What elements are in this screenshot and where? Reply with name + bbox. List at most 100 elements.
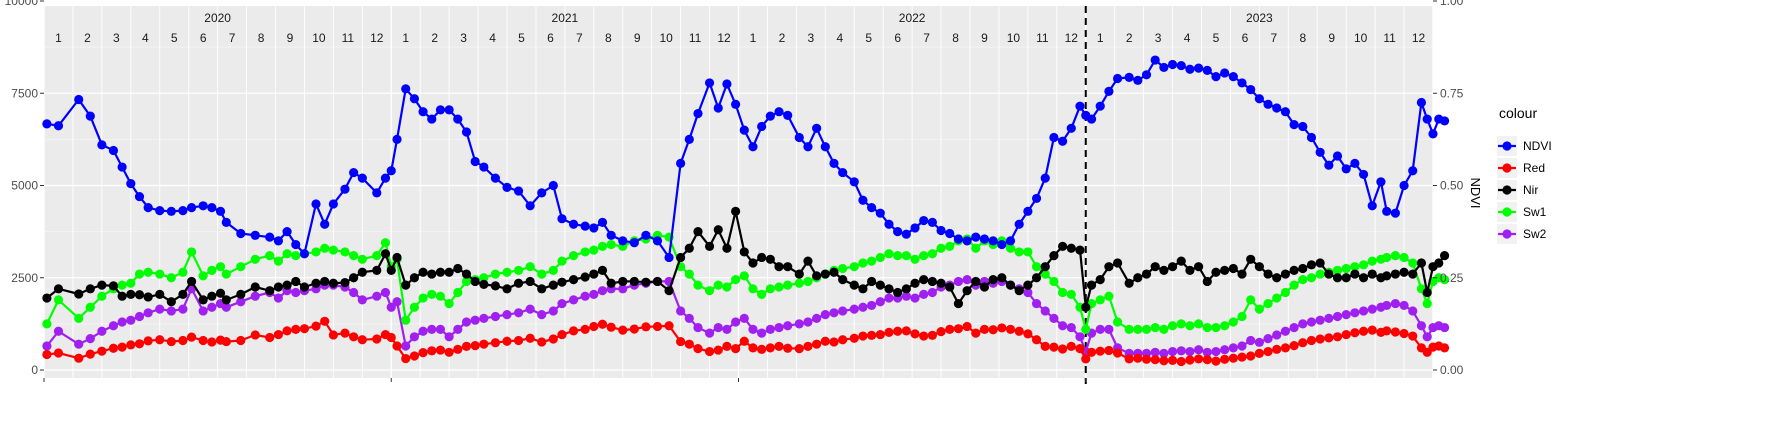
data-point: [765, 111, 775, 121]
data-point: [1272, 103, 1282, 113]
data-point: [684, 269, 694, 279]
data-point: [731, 317, 741, 327]
data-point: [1066, 123, 1076, 133]
data-point: [1185, 321, 1195, 331]
data-point: [1358, 306, 1369, 316]
data-point: [320, 243, 330, 253]
month-label: 12: [1412, 31, 1426, 45]
data-point: [597, 265, 608, 275]
data-point: [1289, 120, 1299, 130]
month-label: 5: [171, 31, 178, 45]
data-point: [589, 321, 599, 332]
data-point: [74, 353, 84, 363]
data-point: [1324, 313, 1334, 323]
data-point: [126, 278, 136, 288]
data-point: [927, 276, 937, 287]
data-point: [722, 282, 732, 292]
data-point: [311, 321, 321, 331]
data-point: [299, 249, 310, 259]
data-point: [221, 295, 231, 305]
data-point: [1159, 324, 1169, 335]
data-point: [1280, 326, 1291, 336]
data-point: [401, 353, 411, 364]
data-point: [1382, 300, 1392, 311]
month-label: 9: [1328, 31, 1335, 45]
data-point: [97, 326, 107, 336]
data-point: [1066, 341, 1076, 351]
data-point: [126, 179, 136, 189]
data-point: [945, 241, 955, 251]
data-point: [962, 321, 972, 332]
data-point: [1194, 262, 1204, 272]
data-point: [794, 343, 804, 354]
data-point: [328, 278, 338, 288]
data-point: [884, 219, 894, 229]
data-point: [988, 236, 998, 246]
data-point: [1390, 298, 1400, 309]
data-point: [409, 332, 419, 342]
data-point: [525, 333, 535, 343]
data-point: [589, 223, 599, 233]
month-label: 2: [84, 31, 91, 45]
data-point: [704, 346, 715, 357]
data-point: [1049, 313, 1059, 323]
data-point: [409, 94, 419, 104]
data-point: [693, 227, 703, 237]
data-point: [548, 180, 558, 191]
data-point: [1422, 332, 1432, 342]
data-point: [198, 271, 208, 281]
data-point: [652, 321, 663, 332]
data-point: [502, 267, 512, 277]
data-point: [444, 332, 454, 342]
data-point: [42, 293, 52, 303]
legend-label: Sw2: [1523, 227, 1547, 241]
data-point: [731, 206, 741, 216]
data-point: [1350, 328, 1360, 338]
data-point: [513, 335, 524, 346]
data-point: [380, 173, 391, 183]
month-label: 7: [229, 31, 236, 45]
data-point: [53, 326, 64, 336]
data-point: [1194, 63, 1204, 73]
data-point: [155, 335, 165, 345]
month-label: 6: [200, 31, 207, 45]
data-point: [927, 217, 937, 227]
data-point: [1112, 348, 1123, 358]
data-point: [525, 262, 535, 272]
data-point: [812, 271, 822, 281]
data-point: [1058, 321, 1068, 331]
data-point: [513, 186, 524, 196]
data-point: [1350, 269, 1360, 279]
data-point: [1367, 304, 1377, 314]
data-point: [490, 311, 501, 322]
data-point: [1167, 262, 1178, 272]
data-point: [557, 214, 567, 224]
data-point: [1341, 164, 1351, 174]
data-point: [143, 203, 153, 213]
data-point: [774, 322, 784, 333]
data-point: [919, 289, 929, 299]
data-point: [568, 219, 579, 229]
data-point: [919, 331, 929, 341]
data-point: [1150, 262, 1160, 272]
data-point: [722, 243, 732, 253]
data-point: [693, 280, 703, 290]
data-point: [1228, 317, 1238, 327]
data-point: [250, 230, 260, 240]
data-point: [664, 252, 674, 263]
data-point: [250, 291, 260, 301]
data-point: [606, 278, 616, 288]
data-point: [470, 156, 480, 167]
data-point: [684, 339, 694, 349]
data-point: [1416, 258, 1427, 268]
data-point: [757, 289, 767, 299]
data-point: [867, 256, 877, 266]
data-point: [820, 336, 830, 346]
data-point: [282, 249, 292, 259]
data-point: [1220, 354, 1230, 364]
data-point: [418, 267, 428, 277]
legend-key-point: [1502, 185, 1512, 195]
data-point: [1176, 346, 1186, 356]
data-point: [731, 99, 741, 109]
month-label: 10: [312, 31, 326, 45]
